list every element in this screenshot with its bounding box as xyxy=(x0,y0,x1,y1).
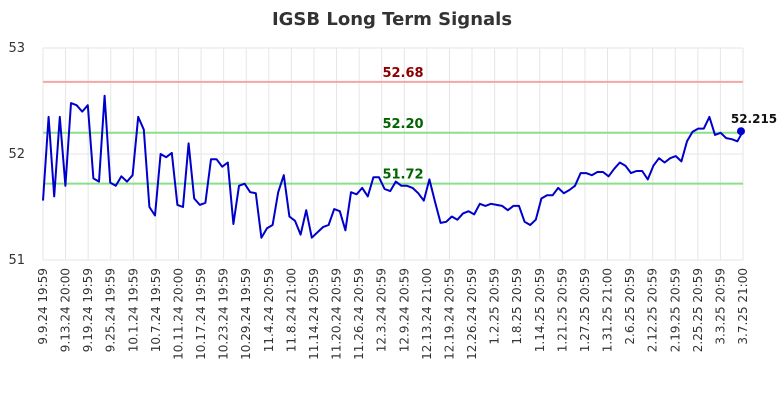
signal-line-label: 52.68 xyxy=(382,66,423,81)
x-tick-label: 9.13.24 20:00 xyxy=(59,268,73,352)
x-tick-label: 9.25.24 19:59 xyxy=(104,268,118,352)
x-tick-label: 9.9.24 19:59 xyxy=(36,268,50,345)
x-tick-label: 10.29.24 19:59 xyxy=(239,268,253,360)
x-tick-label: 10.7.24 19:59 xyxy=(149,268,163,352)
x-tick-label: 12.13.24 21:00 xyxy=(420,268,434,360)
x-tick-label: 11.26.24 20:59 xyxy=(352,268,366,360)
x-tick-label: 10.23.24 19:59 xyxy=(217,268,231,360)
x-tick-label: 12.26.24 20:59 xyxy=(465,268,479,360)
x-tick-label: 1.27.25 20:59 xyxy=(578,268,592,352)
y-tick-label: 51 xyxy=(8,253,25,268)
series xyxy=(42,94,745,239)
axes: 9.9.24 19:59 9.13.24 20:00 9.19.24 19:59 9.… xyxy=(8,41,750,360)
signal-lines xyxy=(43,80,743,185)
x-tick-label: 3.3.25 20:59 xyxy=(713,268,727,345)
x-tick-label: 10.17.24 19:59 xyxy=(194,268,208,360)
x-tick-label: 12.3.24 20:59 xyxy=(375,268,389,352)
x-tick-label: 1.2.25 20:59 xyxy=(488,268,502,345)
x-tick-label: 1.21.25 20:59 xyxy=(555,268,569,352)
signal-line-label: 51.72 xyxy=(382,168,423,183)
x-tick-label: 12.9.24 20:59 xyxy=(397,268,411,352)
last-point-marker xyxy=(737,127,745,136)
y-tick-label: 52 xyxy=(8,147,25,162)
x-tick-label: 11.8.24 21:00 xyxy=(284,268,298,352)
x-tick-label: 1.31.25 21:00 xyxy=(601,268,615,352)
x-tick-label: 12.19.24 20:59 xyxy=(442,268,456,360)
x-tick-label: 11.14.24 20:59 xyxy=(307,268,321,360)
grid xyxy=(42,47,744,261)
x-tick-label: 10.1.24 19:59 xyxy=(126,268,140,352)
x-tick-label: 11.20.24 20:59 xyxy=(330,268,344,360)
x-tick-label: 2.25.25 20:59 xyxy=(691,268,705,352)
x-tick-label: 1.8.25 20:59 xyxy=(510,268,524,345)
last-value-label: 52.215 xyxy=(731,112,777,126)
labels: 52.68 52.20 51.72 52.215 xyxy=(382,66,777,183)
x-tick-label: 2.6.25 20:59 xyxy=(623,268,637,345)
chart-title: IGSB Long Term Signals xyxy=(272,9,512,30)
y-tick-label: 53 xyxy=(8,41,25,56)
signal-line-label: 52.20 xyxy=(382,117,423,132)
price-line xyxy=(42,94,744,239)
x-tick-label: 11.4.24 20:59 xyxy=(262,268,276,352)
x-tick-label: 2.19.25 20:59 xyxy=(668,268,682,352)
x-tick-label: 3.7.25 21:00 xyxy=(736,268,750,345)
x-tick-label: 2.12.25 20:59 xyxy=(646,268,660,352)
x-tick-label: 1.14.25 20:59 xyxy=(533,268,547,352)
x-tick-label: 10.11.24 20:00 xyxy=(171,268,185,360)
x-tick-label: 9.19.24 19:59 xyxy=(81,268,95,352)
